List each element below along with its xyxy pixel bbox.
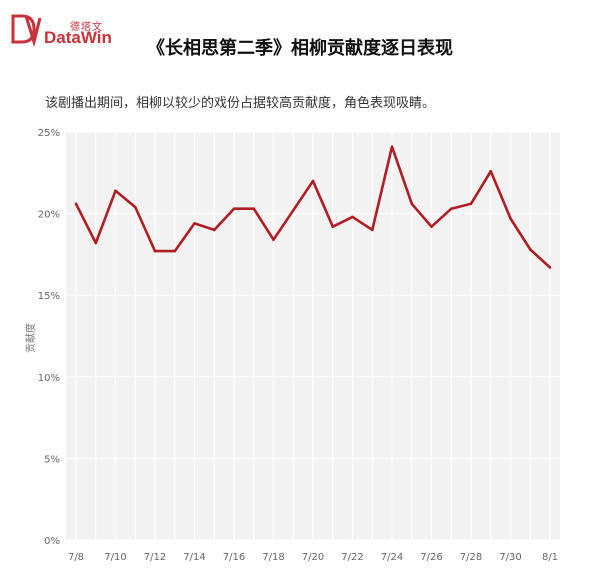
y-tick-label: 25% [38,128,60,139]
data-point [173,249,177,253]
data-point [469,202,473,206]
data-point [153,249,157,253]
data-point [291,209,295,212]
x-tick-label: 7/26 [420,552,442,563]
data-point [331,225,335,228]
chart-subtitle: 该剧播出期间，相柳以较少的戏份占据较高贡献度，角色表现吸睛。 [45,96,436,111]
y-tick-label: 15% [38,291,60,302]
data-point [548,266,552,269]
data-point [351,215,354,219]
series-group [74,145,552,269]
x-tick-label: 7/8 [68,552,84,563]
y-tick-label: 5% [44,454,60,465]
x-tick-label: 7/18 [262,552,284,563]
data-point [449,207,453,211]
brand-name-en: DataWin [44,28,112,47]
grid-lines [66,131,560,541]
datawin-logo-icon [11,14,42,46]
data-point [410,202,414,206]
brand-logo: 德塔文 DataWin [10,10,150,50]
data-point [114,189,117,193]
data-point [509,217,512,220]
x-tick-label: 7/30 [499,552,521,563]
x-tick-label: 7/10 [104,552,126,563]
y-axis-ticks: 0% 5% 10% 15% 20% 25% [38,128,60,547]
brand-name-cn: 德塔文 [70,22,103,33]
x-tick-label: 7/24 [381,552,403,563]
x-tick-label: 7/28 [460,552,482,563]
x-tick-label: 8/1 [542,552,558,563]
y-tick-label: 20% [38,210,60,221]
x-tick-label: 7/20 [302,552,324,563]
data-point [133,205,137,209]
data-point [489,169,493,173]
y-tick-label: 10% [38,373,60,384]
x-tick-label: 7/12 [144,552,166,563]
x-tick-label: 7/22 [341,552,363,563]
chart-title: 《长相思第二季》相柳贡献度逐日表现 [147,38,453,59]
x-tick-label: 7/16 [223,552,245,563]
data-point [74,202,78,206]
y-tick-label: 0% [44,536,60,547]
data-point [370,228,374,232]
data-point [311,179,315,183]
data-point [212,228,216,232]
y-axis-label: 贡献度 [24,323,37,353]
data-point [232,207,236,211]
data-point [272,238,275,242]
data-point [430,225,433,228]
data-point [94,241,98,245]
data-point [528,248,532,251]
x-axis-ticks: 7/8 7/10 7/12 7/14 7/16 7/18 7/20 7/22 7/24 7/26 7… [68,552,558,563]
data-point [252,207,256,211]
data-point [193,222,196,225]
data-point [390,145,394,148]
x-tick-label: 7/14 [183,552,205,563]
